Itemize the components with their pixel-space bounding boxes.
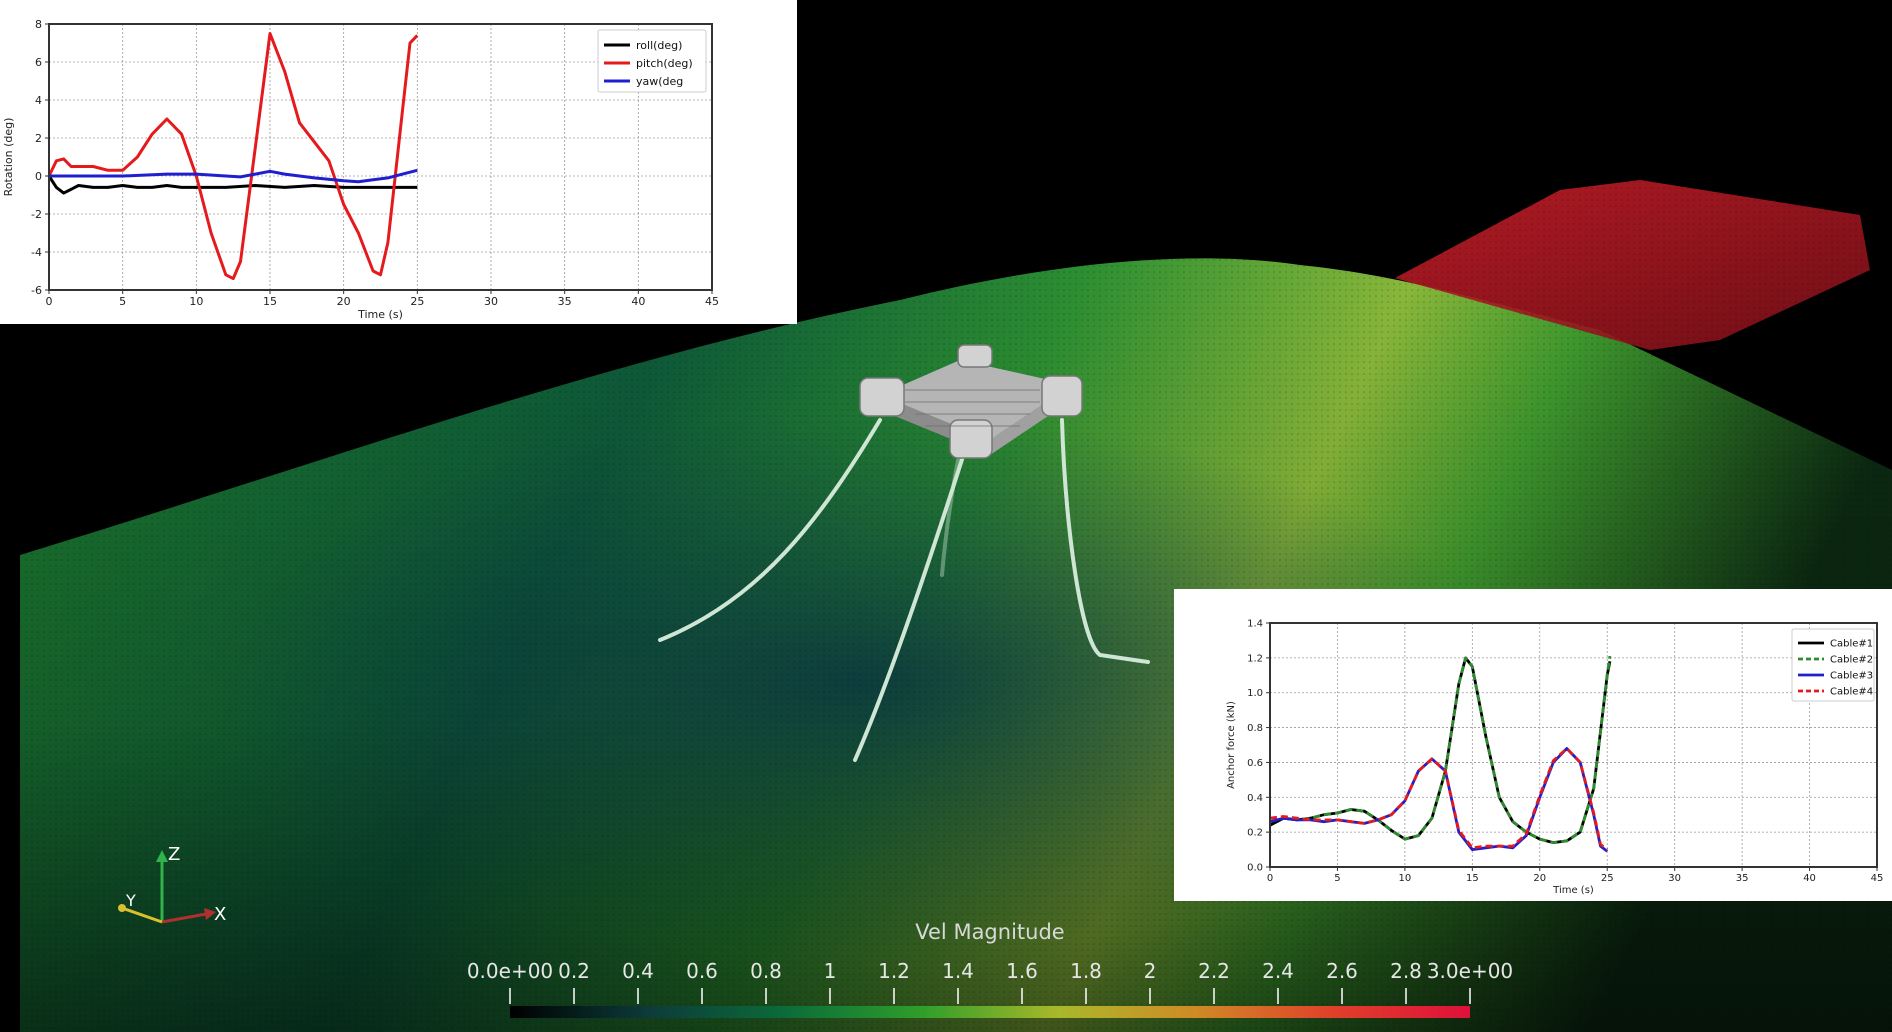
colorbar-tick-label: 1.8 — [1070, 959, 1102, 983]
z-axis-label: Z — [168, 844, 180, 865]
series-line-3 — [1269, 747, 1609, 851]
x-axis-line — [161, 912, 207, 924]
y-axis-title: Rotation (deg) — [2, 118, 15, 197]
x-tick-label: 5 — [1334, 873, 1340, 884]
x-tick-label: 25 — [410, 295, 424, 308]
x-tick-label: 0 — [1267, 873, 1273, 884]
x-tick-label: 30 — [484, 295, 498, 308]
colorbar-title: Vel Magnitude — [915, 920, 1065, 944]
colorbar-tick-label: 0.6 — [686, 959, 718, 983]
legend-box — [1791, 628, 1875, 702]
y-tick-label: 1.2 — [1247, 653, 1263, 664]
series-line-1 — [1269, 655, 1612, 845]
y-axis-title: Anchor force (kN) — [1226, 701, 1237, 789]
x-axis-title: Time (s) — [1552, 885, 1594, 896]
x-axis-label: X — [214, 904, 226, 925]
series-line-0 — [1269, 656, 1612, 845]
plot-area: 0 5 10 15 20 25 30 35 40 45 -6 -4 -2 0 2 4 6 8 — [31, 18, 719, 308]
rotation-chart-svg: 0 5 10 15 20 25 30 35 40 45 -6 -4 -2 0 2 4 6 8 Time (s) Rot… — [2, 18, 719, 321]
y-tick-label: -4 — [31, 246, 42, 259]
colorbar-tick-label: 2.8 — [1390, 959, 1422, 983]
x-tick-label: 20 — [337, 295, 351, 308]
y-tick-label: 0.6 — [1247, 758, 1263, 769]
colorbar-tick-label: 0.0e+00 — [467, 959, 553, 983]
colorbar-tick-label: 0.4 — [622, 959, 654, 983]
colorbar-ramp — [510, 1006, 1470, 1018]
y-tick-label: 0.2 — [1247, 828, 1263, 839]
y-tick-label: 0.4 — [1247, 793, 1263, 804]
y-tick-label: 6 — [35, 56, 42, 69]
x-tick-label: 5 — [119, 295, 126, 308]
y-tick-label: 4 — [35, 94, 42, 107]
colorbar-tick-label: 2.6 — [1326, 959, 1358, 983]
x-tick-label: 25 — [1601, 873, 1614, 884]
series-line-2 — [49, 168, 418, 184]
colorbar-svg: 0.0e+00 0.2 0.4 0.6 0.8 1 1.2 1.4 1.6 1.8 2 2.2 2.4 2… — [467, 959, 1513, 1018]
y-tick-label: -2 — [31, 208, 42, 221]
colorbar-tick-label: 1.4 — [942, 959, 974, 983]
colorbar-tick-label: 2 — [1144, 959, 1157, 983]
y-tick-label: 1.0 — [1247, 688, 1263, 699]
legend: Cable#1 Cable#2 Cable#3 Cable#4 — [1791, 628, 1875, 702]
y-tick-label: 1.4 — [1247, 619, 1263, 630]
y-axis-dot — [118, 904, 126, 912]
colorbar-tick-label: 1.2 — [878, 959, 910, 983]
legend: roll(deg) pitch(deg) yaw(deg — [597, 29, 707, 93]
y-tick-label: 0.0 — [1247, 863, 1263, 874]
colorbar-tick-label: 2.2 — [1198, 959, 1230, 983]
x-axis-arrow — [204, 908, 216, 920]
plot-frame — [1269, 622, 1878, 868]
y-tick-label: 0 — [35, 170, 42, 183]
legend-label: pitch(deg) — [636, 57, 693, 70]
y-tick-label: 0.8 — [1247, 723, 1263, 734]
legend-label: Cable#4 — [1830, 687, 1873, 698]
x-tick-label: 40 — [631, 295, 645, 308]
axes-triad: Z X Y — [110, 840, 230, 940]
colorbar-tick-label: 0.2 — [558, 959, 590, 983]
x-tick-label: 35 — [558, 295, 572, 308]
x-tick-label: 20 — [1533, 873, 1546, 884]
legend-label: Cable#1 — [1830, 639, 1873, 650]
floating-platform — [859, 344, 1083, 459]
x-tick-label: 45 — [1871, 873, 1884, 884]
x-tick-label: 0 — [46, 295, 53, 308]
legend-label: Cable#3 — [1830, 671, 1873, 682]
x-tick-label: 15 — [263, 295, 277, 308]
x-tick-label: 10 — [189, 295, 203, 308]
x-tick-label: 40 — [1803, 873, 1816, 884]
x-tick-label: 15 — [1466, 873, 1479, 884]
anchor-force-chart-svg: 0 5 10 15 20 25 30 35 40 45 0.0 0.2 0.4 0.6 0.8 1.0 1.2 1… — [1226, 619, 1883, 897]
x-tick-label: 30 — [1668, 873, 1681, 884]
legend-label: Cable#2 — [1830, 655, 1873, 666]
colorbar-tick-label: 1 — [824, 959, 837, 983]
series-line-0 — [47, 175, 418, 195]
colorbar-tick-label: 2.4 — [1262, 959, 1294, 983]
y-tick-label: 8 — [35, 18, 42, 31]
colorbar-tick-label: 1.6 — [1006, 959, 1038, 983]
legend-label: roll(deg) — [636, 39, 682, 52]
mooring-cables — [658, 418, 1150, 762]
y-axis-label: Y — [125, 891, 136, 910]
colorbar-tick-label: 3.0e+00 — [1427, 959, 1513, 983]
z-axis-arrow — [156, 850, 168, 862]
anchor-force-chart: 0 5 10 15 20 25 30 35 40 45 0.0 0.2 0.4 0.6 0.8 1.0 1.2 1… — [1174, 589, 1892, 901]
x-axis-title: Time (s) — [357, 308, 403, 321]
plot-area: 0 5 10 15 20 25 30 35 40 45 0.0 0.2 0.4 0.6 0.8 1.0 1.2 1… — [1247, 619, 1883, 885]
y-axis-line — [121, 906, 163, 924]
series-line-1 — [47, 32, 419, 281]
x-tick-label: 10 — [1399, 873, 1412, 884]
colorbar-tick-label: 0.8 — [750, 959, 782, 983]
plot-frame — [48, 23, 713, 291]
x-tick-label: 35 — [1736, 873, 1749, 884]
rotation-chart: 0 5 10 15 20 25 30 35 40 45 -6 -4 -2 0 2 4 6 8 Time (s) Rot… — [0, 0, 797, 324]
legend-label: yaw(deg — [636, 75, 683, 88]
x-tick-label: 45 — [705, 295, 719, 308]
y-tick-label: 2 — [35, 132, 42, 145]
y-tick-label: -6 — [31, 284, 42, 297]
velocity-colorbar: Vel Magnitude 0.0e+00 0.2 0.4 0.6 0.8 1 1.2 1.4… — [460, 920, 1520, 1020]
